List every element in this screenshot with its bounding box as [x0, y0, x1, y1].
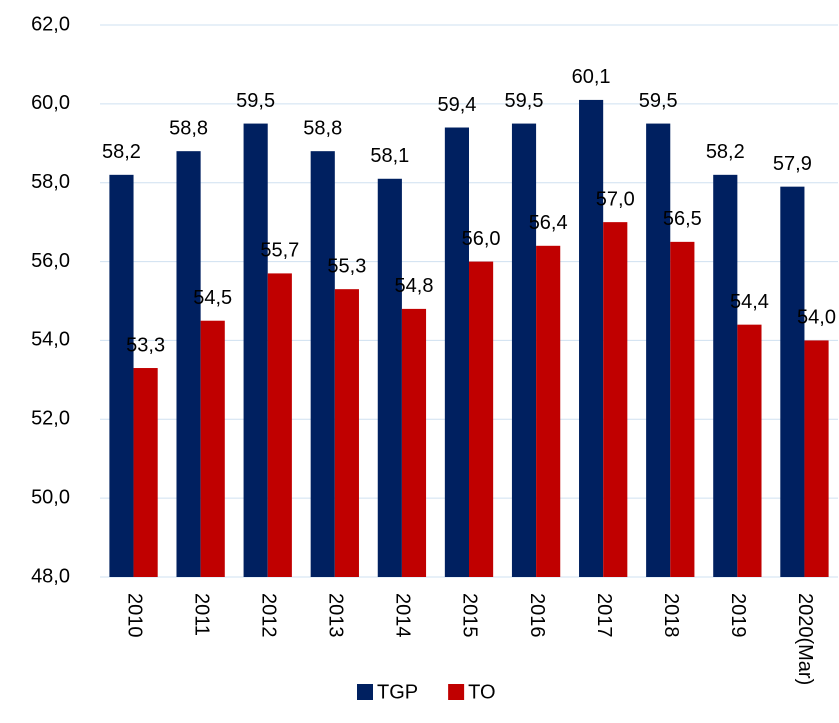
- x-tick-label: 2020(Mar): [794, 593, 816, 685]
- y-tick-label: 54,0: [31, 329, 70, 351]
- value-label: 55,7: [260, 240, 299, 262]
- bar: [377, 178, 402, 577]
- bar: [334, 289, 359, 577]
- legend-label: TO: [468, 681, 495, 703]
- y-tick-label: 52,0: [31, 408, 70, 430]
- legend-swatch: [448, 684, 465, 700]
- value-label: 54,8: [395, 275, 434, 297]
- value-label: 59,5: [236, 90, 275, 112]
- value-label: 58,8: [169, 117, 208, 139]
- value-label: 58,2: [102, 141, 141, 163]
- bar: [267, 273, 292, 577]
- bar: [603, 222, 628, 577]
- bar: [536, 245, 561, 578]
- bar: [713, 174, 738, 578]
- value-label: 53,3: [126, 334, 165, 356]
- value-label: 59,4: [437, 94, 476, 116]
- x-tick-label: 2018: [660, 593, 682, 638]
- bar: [109, 174, 134, 578]
- bar: [737, 324, 762, 577]
- value-label: 57,9: [773, 153, 812, 175]
- bar: [401, 308, 427, 577]
- y-tick-label: 62,0: [31, 13, 70, 35]
- y-tick-label: 60,0: [31, 92, 70, 114]
- value-label: 54,5: [193, 287, 232, 309]
- value-label: 60,1: [572, 66, 611, 88]
- bar: [646, 123, 671, 578]
- value-label: 59,5: [639, 90, 678, 112]
- y-tick-label: 50,0: [31, 486, 70, 508]
- value-label: 54,4: [730, 291, 769, 313]
- bar: [511, 123, 537, 578]
- value-label: 58,8: [303, 117, 342, 139]
- value-label: 55,3: [327, 255, 366, 277]
- bar: [469, 261, 494, 577]
- x-tick-label: 2013: [325, 593, 347, 638]
- bar: [804, 340, 829, 577]
- value-label: 58,1: [370, 145, 409, 167]
- value-label: 56,4: [529, 212, 568, 234]
- bar: [310, 151, 335, 577]
- x-tick-label: 2019: [727, 593, 749, 638]
- legend-swatch: [357, 684, 373, 700]
- y-tick-label: 56,0: [31, 250, 70, 272]
- value-label: 58,2: [706, 141, 745, 163]
- y-tick-label: 58,0: [31, 171, 70, 193]
- bar: [780, 186, 805, 577]
- bar: [133, 368, 158, 577]
- bar: [444, 127, 469, 577]
- bar: [243, 123, 268, 578]
- x-tick-label: 2015: [459, 593, 481, 638]
- x-tick-label: 2010: [123, 593, 145, 638]
- legend-label: TGP: [377, 681, 418, 703]
- x-tick-label: 2012: [257, 593, 279, 638]
- x-tick-label: 2014: [392, 593, 414, 638]
- value-label: 59,5: [505, 90, 544, 112]
- y-tick-label: 48,0: [31, 565, 70, 587]
- value-label: 56,5: [663, 208, 702, 230]
- bar: [200, 320, 225, 577]
- x-tick-label: 2017: [593, 593, 615, 638]
- x-tick-label: 2016: [526, 593, 548, 638]
- bar: [670, 241, 695, 577]
- x-tick-label: 2011: [190, 593, 212, 636]
- value-label: 56,0: [462, 228, 501, 250]
- value-label: 57,0: [596, 188, 635, 210]
- bar: [579, 99, 604, 578]
- value-label: 54,0: [797, 307, 836, 329]
- bar: [176, 151, 201, 577]
